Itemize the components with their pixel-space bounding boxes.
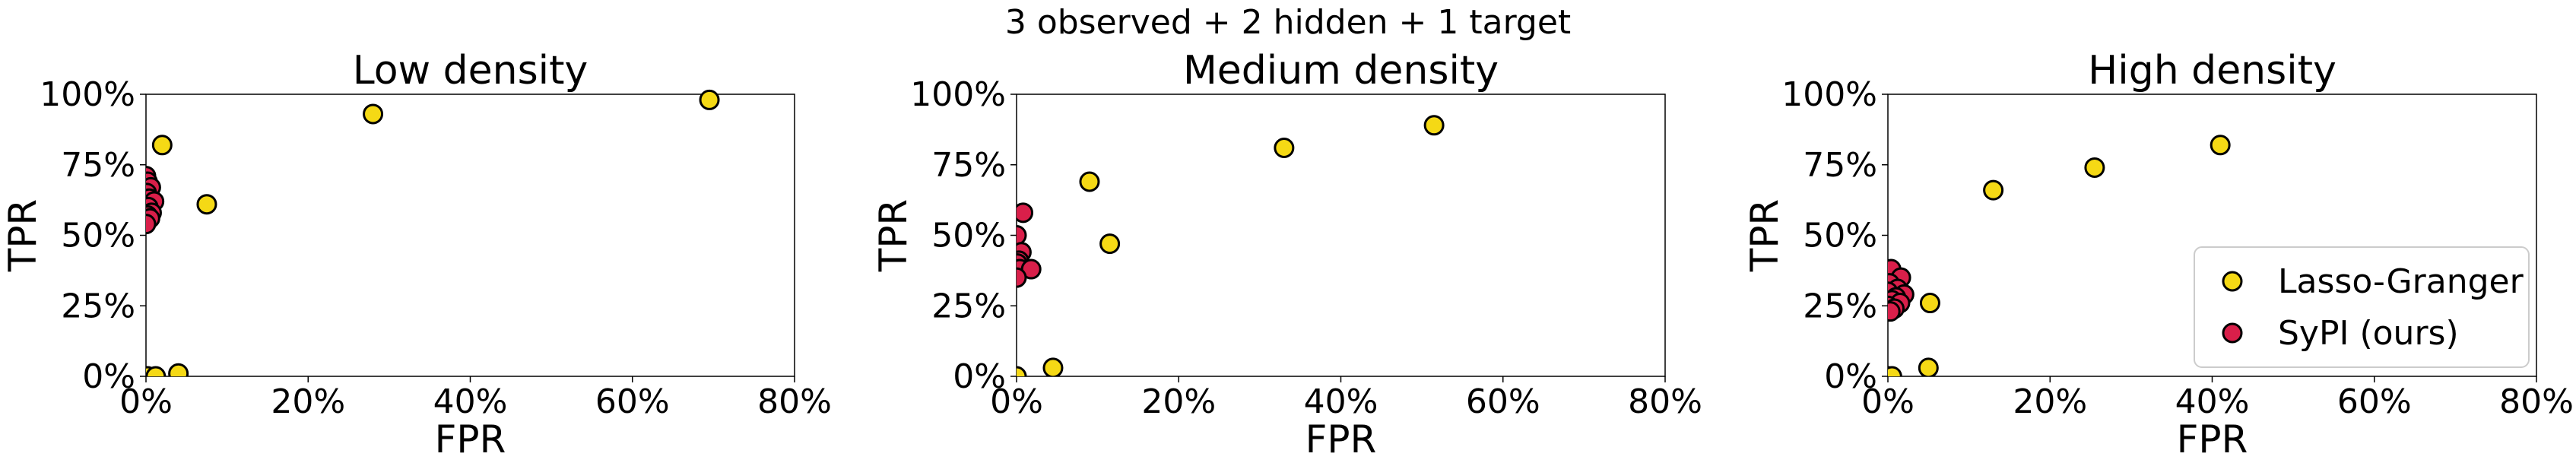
point-lasso-granger <box>1079 171 1100 192</box>
x-tick-label: 40% <box>1304 382 1378 421</box>
point-lasso-granger <box>699 89 720 110</box>
legend-marker-lasso-granger <box>2222 271 2243 292</box>
chart-panel-2: Medium density 0% 20% 40% 60% 80% 0% 25% 50% 75% 1… <box>871 48 1702 461</box>
y-tick-label: 100% <box>910 75 1006 114</box>
y-tick-label: 100% <box>1781 75 1877 114</box>
point-lasso-granger <box>1919 293 1940 314</box>
x-tick-label: 60% <box>2337 382 2412 421</box>
point-lasso-granger <box>2210 135 2231 156</box>
legend-marker-sypi <box>2222 322 2243 344</box>
x-tick-label: 80% <box>2499 382 2574 421</box>
y-tick-label: 50% <box>1803 217 1877 255</box>
y-axis-label: TPR <box>1 199 45 272</box>
point-lasso-granger <box>1274 137 1295 158</box>
y-tick-label: 0% <box>953 357 1006 396</box>
x-tick-label: 40% <box>433 382 508 421</box>
data-points <box>146 89 720 376</box>
data-points <box>1017 115 1445 376</box>
data-points <box>1888 135 2231 376</box>
y-tick-label: 75% <box>931 146 1006 185</box>
chart-panel-1: Low density 0% 20% 40% 60% 80% 0% 25% 50% 75% 100%… <box>1 48 832 461</box>
legend-box <box>2194 246 2530 368</box>
y-tick-label: 100% <box>40 75 135 114</box>
x-tick-label: 20% <box>271 382 345 421</box>
point-lasso-granger <box>2084 157 2105 178</box>
y-tick-label: 50% <box>61 217 135 255</box>
point-lasso-granger <box>1423 115 1445 136</box>
y-tick-label: 75% <box>61 146 135 185</box>
y-axis-label: TPR <box>1743 199 1787 272</box>
x-tick-label: 20% <box>2013 382 2087 421</box>
y-tick-label: 25% <box>1803 287 1877 325</box>
point-lasso-granger <box>1983 179 2004 201</box>
y-tick-label: 50% <box>931 217 1006 255</box>
point-lasso-granger <box>1042 357 1064 376</box>
point-sypi <box>1017 225 1027 246</box>
point-lasso-granger <box>168 363 189 376</box>
x-tick-label: 0% <box>119 382 173 421</box>
chart-title: Low density <box>353 48 588 94</box>
point-sypi <box>1888 301 1901 322</box>
x-tick-label: 0% <box>1861 382 1915 421</box>
point-lasso-granger <box>1918 357 1939 376</box>
y-tick-label: 25% <box>61 287 135 325</box>
chart-title: Medium density <box>1183 48 1499 94</box>
legend: Lasso-Granger SyPI (ours) <box>2194 246 2530 368</box>
point-lasso-granger <box>363 103 384 125</box>
point-lasso-granger <box>196 194 217 215</box>
x-tick-label: 0% <box>990 382 1043 421</box>
y-tick-label: 0% <box>1824 357 1877 396</box>
chart-panel-3: High density 0% 20% 40% 60% 80% 0% 25% 50% 75% 100… <box>1743 48 2574 461</box>
legend-label: SyPI (ours) <box>2278 314 2459 353</box>
point-lasso-granger <box>146 366 167 376</box>
point-sypi <box>1017 202 1034 224</box>
x-tick-label: 80% <box>1628 382 1702 421</box>
x-tick-label: 60% <box>1466 382 1540 421</box>
x-axis-label: FPR <box>1305 417 1377 461</box>
point-sypi <box>146 214 157 235</box>
point-lasso-granger <box>1099 233 1121 255</box>
legend-label: Lasso-Granger <box>2278 262 2524 301</box>
figure-suptitle: 3 observed + 2 hidden + 1 target <box>1005 3 1571 42</box>
x-tick-label: 40% <box>2175 382 2250 421</box>
y-tick-label: 0% <box>82 357 135 396</box>
x-axis-label: FPR <box>2177 417 2248 461</box>
x-tick-label: 20% <box>1141 382 1216 421</box>
x-axis-label: FPR <box>435 417 506 461</box>
y-tick-label: 25% <box>931 287 1006 325</box>
y-tick-label: 75% <box>1803 146 1877 185</box>
plot-frame <box>145 94 795 377</box>
point-lasso-granger <box>1017 366 1027 376</box>
point-lasso-granger <box>1888 366 1902 376</box>
y-axis-label: TPR <box>871 199 915 272</box>
x-tick-label: 80% <box>757 382 832 421</box>
chart-title: High density <box>2088 48 2336 94</box>
point-sypi <box>1017 267 1027 288</box>
point-lasso-granger <box>151 135 173 156</box>
x-tick-label: 60% <box>595 382 670 421</box>
